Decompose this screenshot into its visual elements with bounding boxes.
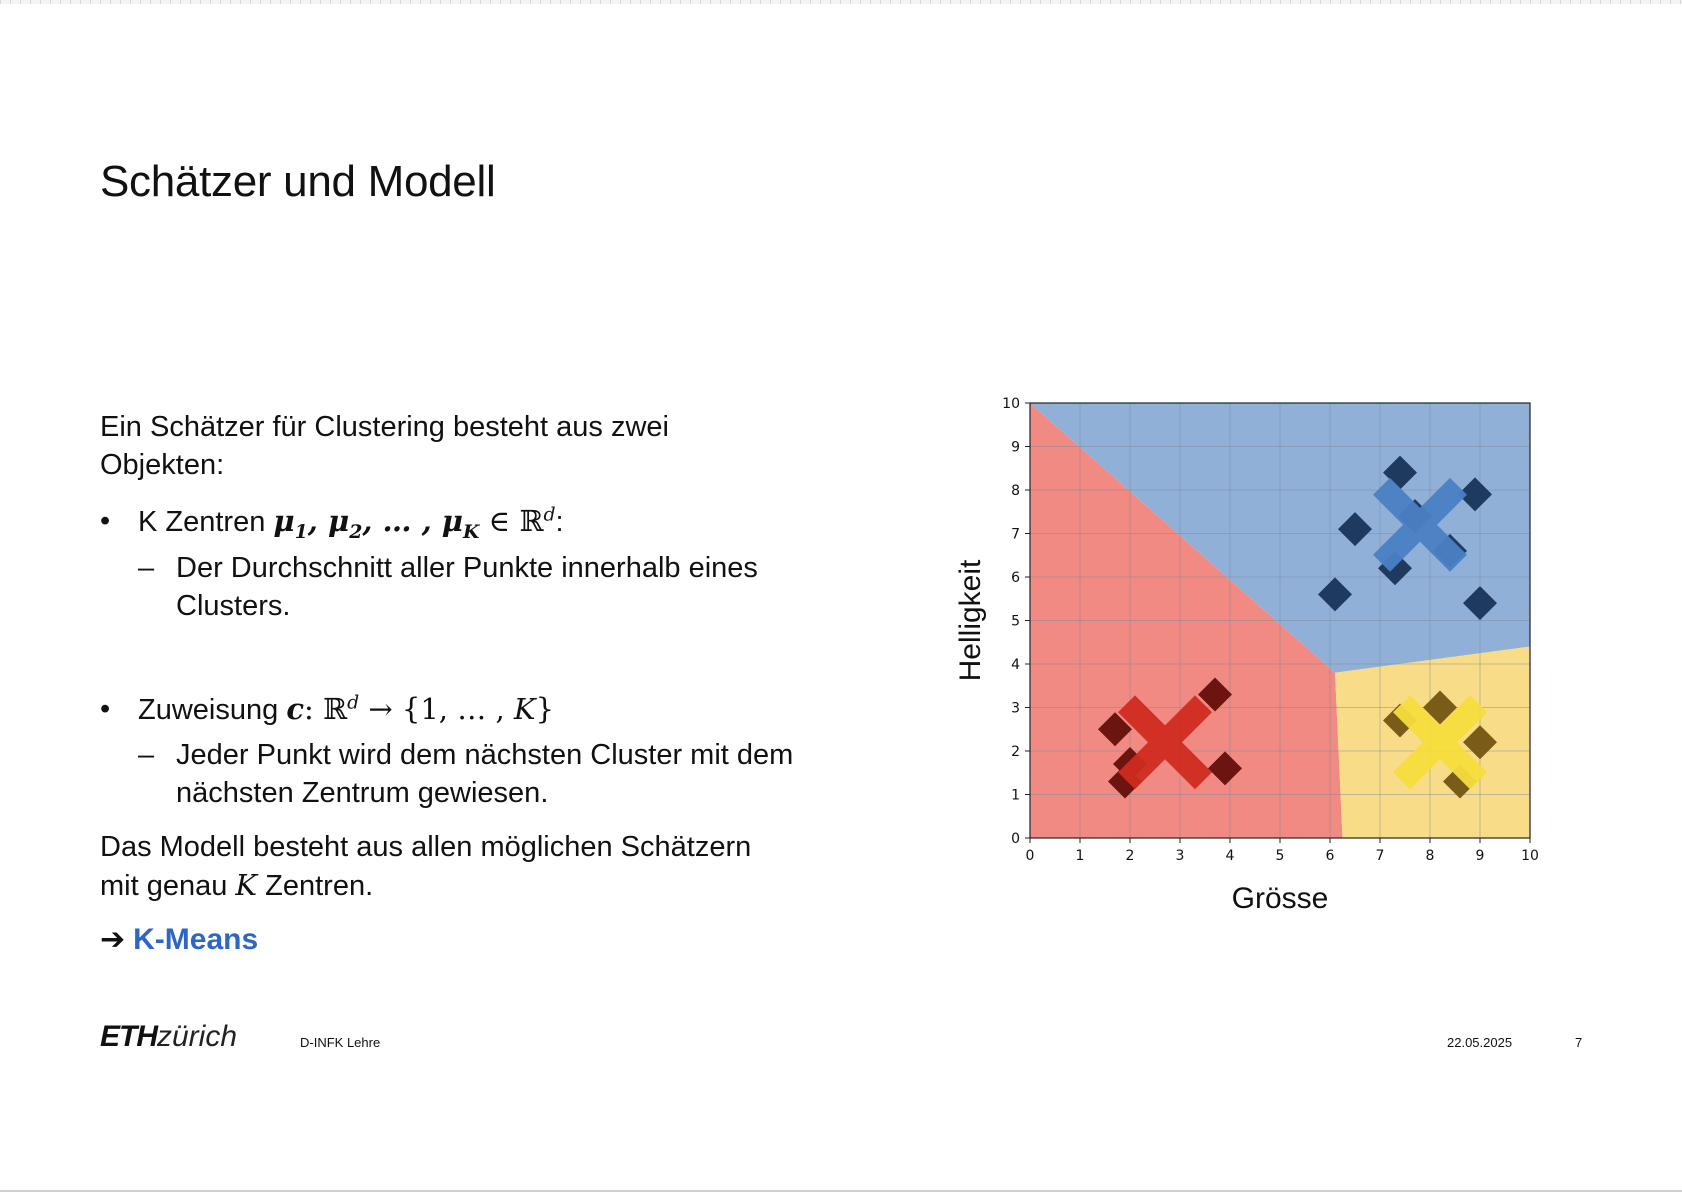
x-axis-label: Grösse: [1232, 882, 1329, 915]
y-tick-label: 0: [1011, 831, 1020, 847]
centroid-red: [1118, 695, 1212, 790]
data-point-blue: [1383, 455, 1417, 490]
x-tick-label: 8: [1426, 848, 1435, 864]
data-point-yellow: [1423, 690, 1457, 725]
y-tick-label: 2: [1011, 744, 1020, 760]
sub-dash: –: [138, 739, 155, 771]
data-point-blue: [1318, 577, 1352, 612]
bottom-rule: [0, 1190, 1682, 1192]
y-tick-label: 3: [1011, 701, 1020, 717]
data-point-red: [1198, 677, 1232, 712]
data-point-blue: [1458, 477, 1492, 512]
x-tick-label: 6: [1326, 848, 1335, 864]
x-tick-label: 1: [1076, 848, 1085, 864]
y-tick-label: 8: [1011, 483, 1020, 499]
model-text-post: Zentren.: [257, 870, 374, 902]
data-point-blue: [1338, 512, 1372, 547]
bullet-centers: • K Zentren μ1, μ2, … , μK ∈ ℝd:: [100, 502, 860, 541]
sub-assignment: – Jeder Punkt wird dem nächsten Cluster …: [138, 736, 878, 812]
sub-centers-text: Der Durchschnitt aller Punkte innerhalb …: [176, 552, 758, 622]
y-tick-label: 7: [1011, 527, 1020, 543]
kmeans-line: ➔ K-Means: [100, 922, 258, 957]
logo-zurich: zürich: [157, 1020, 238, 1053]
arrow-icon: ➔: [100, 923, 126, 956]
y-tick-label: 10: [1002, 396, 1020, 412]
sub-dash: –: [138, 552, 155, 584]
data-point-red: [1208, 751, 1242, 786]
bullet-dot: •: [100, 505, 111, 537]
x-tick-label: 10: [1521, 848, 1539, 864]
bullet-dot: •: [100, 693, 111, 725]
data-point-yellow: [1463, 725, 1497, 760]
footer-date: 22.05.2025: [1447, 1035, 1513, 1050]
y-tick-label: 9: [1011, 440, 1020, 456]
eth-logo: ETHzürich: [100, 1020, 237, 1054]
data-point-blue: [1378, 551, 1412, 586]
logo-eth: ETH: [100, 1020, 158, 1053]
footer-dept: D-INFK Lehre: [300, 1035, 381, 1050]
x-tick-label: 5: [1276, 848, 1285, 864]
bullet-assignment: • Zuweisung c: ℝd → {1, … , K}: [100, 690, 860, 729]
bullet-assignment-label: Zuweisung: [138, 694, 287, 726]
x-tick-label: 0: [1026, 848, 1035, 864]
y-tick-label: 1: [1011, 788, 1020, 804]
model-text-line1: Das Modell besteht aus allen möglichen S…: [100, 831, 752, 863]
x-tick-label: 2: [1126, 848, 1135, 864]
centroid-blue: [1373, 477, 1467, 572]
bullet-centers-label: K Zentren: [138, 506, 274, 538]
centers-math: μ1, μ2, … , μK: [273, 504, 480, 543]
assignment-math-c: c: [286, 692, 304, 726]
data-point-blue: [1463, 586, 1497, 621]
y-tick-label: 4: [1011, 657, 1020, 673]
top-rule: [0, 0, 1682, 4]
model-text-pre: mit genau: [100, 870, 236, 902]
kmeans-chart: 0 1 2 3 4 5 6 7 8 9 10 0 1 2 3 4 5 6 7 8 9 10 Grösse Helligkeit: [954, 396, 1539, 915]
model-text-line2: mit genau K Zentren.: [100, 866, 373, 905]
data-point-red: [1098, 712, 1132, 747]
x-tick-label: 3: [1176, 848, 1185, 864]
model-text-k: K: [235, 868, 258, 902]
kmeans-link[interactable]: K-Means: [133, 923, 259, 956]
assignment-math-map: : ℝd → {1, … , K}: [303, 692, 555, 726]
x-tick-label: 7: [1376, 848, 1385, 864]
sub-centers: – Der Durchschnitt aller Punkte innerhal…: [138, 549, 838, 625]
centers-math-set: ∈ ℝd: [479, 504, 556, 538]
sub-assignment-text: Jeder Punkt wird dem nächsten Cluster mi…: [176, 739, 794, 809]
footer-page-number: 7: [1575, 1035, 1583, 1050]
centroid-yellow: [1393, 695, 1487, 790]
y-tick-label: 5: [1011, 614, 1020, 630]
y-tick-label: 6: [1011, 570, 1020, 586]
bullet-centers-colon: :: [555, 506, 564, 538]
slide-title: Schätzer und Modell: [100, 157, 496, 206]
x-tick-label: 4: [1226, 848, 1235, 864]
intro-text: Ein Schätzer für Clustering besteht aus …: [100, 411, 669, 481]
y-axis-label: Helligkeit: [954, 559, 987, 681]
x-tick-label: 9: [1476, 848, 1485, 864]
